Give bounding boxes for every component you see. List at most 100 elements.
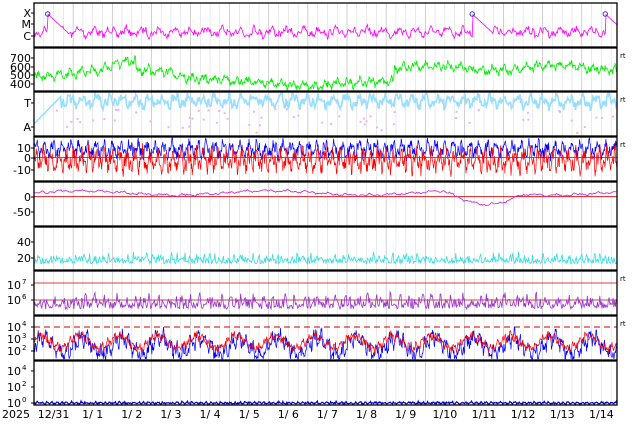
index-line [33, 251, 618, 266]
x-tick-label: 1/ 4 [199, 408, 220, 421]
imf-away-dot [570, 119, 573, 122]
imf-away-dot [576, 131, 579, 134]
frames-layer [33, 2, 618, 406]
imf-away-dot [181, 126, 184, 129]
y-tick-label: T [23, 97, 31, 110]
y-tick-label: 10 [17, 142, 31, 155]
panel-frame [33, 360, 618, 406]
imf-away-dot [117, 108, 120, 111]
y-tick-label: 10 [7, 397, 21, 410]
y-tick-exponent: 2 [22, 344, 26, 352]
x-tick-label: 1/ 5 [239, 408, 260, 421]
imf-away-dot [248, 123, 251, 126]
x-tick-label: 1/ 8 [356, 408, 377, 421]
y-tick-label: 10 [7, 333, 21, 346]
y-tick-label: -50 [13, 206, 31, 219]
imf-away-dot [468, 121, 471, 124]
y-tick-label: 10 [7, 365, 21, 378]
xray-flux-line [33, 13, 618, 41]
electron-high-line [33, 329, 618, 355]
right-marker-label: rt [620, 96, 626, 104]
y-tick-exponent: 0 [22, 396, 26, 404]
imf-away-dot [216, 121, 219, 124]
imf-away-dot [392, 123, 395, 126]
imf-away-dot [226, 117, 229, 120]
imf-away-dot [285, 108, 288, 111]
imf-away-dot [362, 117, 365, 120]
x-tick-label: 1/ 7 [317, 408, 338, 421]
y-tick-label: 0 [24, 152, 31, 165]
imf-away-dot [253, 110, 256, 113]
x-tick-label: 1/ 1 [82, 408, 103, 421]
imf-away-dot [369, 115, 372, 118]
panel-frame [33, 226, 618, 271]
bz-line [33, 143, 618, 177]
imf-away-dot [477, 108, 480, 111]
y-tick-exponent: 6 [22, 293, 27, 301]
imf-away-dot [207, 109, 210, 112]
imf-away-dot [359, 120, 362, 123]
y-tick-label: 10 [7, 321, 21, 334]
panel-frame [33, 91, 618, 137]
labels-layer: rtrtrtrtrtXMC700600500400TA100-100-50402… [2, 7, 626, 421]
imf-away-dot [559, 111, 562, 114]
imf-away-dot [55, 109, 58, 112]
panel-frame [33, 47, 618, 92]
imf-away-dot [330, 122, 333, 125]
imf-away-dot [522, 118, 525, 121]
imf-away-dot [527, 111, 530, 114]
imf-away-dot [258, 124, 261, 127]
imf-away-dot [365, 120, 368, 123]
imf-away-dot [149, 120, 152, 123]
panel-frame [33, 270, 618, 316]
y-tick-label: 10 [7, 279, 21, 292]
y-tick-label: -10 [13, 164, 31, 177]
x-tick-label: 1/12 [511, 408, 536, 421]
imf-away-dot [197, 109, 200, 112]
imf-away-dot [321, 121, 324, 124]
imf-away-dot [583, 126, 586, 129]
y-tick-label: 400 [10, 78, 31, 91]
imf-away-dot [103, 117, 106, 120]
imf-away-dot [167, 126, 170, 129]
imf-away-dot [600, 116, 603, 119]
imf-away-dot [558, 110, 561, 113]
y-tick-label: 10 [7, 381, 21, 394]
y-tick-exponent: 2 [22, 380, 26, 388]
panel-frame [33, 181, 618, 227]
x-tick-label: 1/11 [472, 408, 497, 421]
dst-line [33, 188, 617, 206]
imf-away-dot [188, 116, 191, 119]
y-tick-label: 500 [10, 69, 31, 82]
imf-away-dot [612, 115, 615, 118]
flare-marker [602, 11, 608, 17]
particle-line [33, 399, 618, 406]
x-tick-label: 1/10 [432, 408, 457, 421]
imf-away-dot [260, 116, 263, 119]
y-tick-label: X [23, 7, 31, 20]
imf-away-dot [191, 117, 194, 120]
imf-away-dot [255, 131, 258, 134]
imf-away-dot [380, 129, 383, 132]
x-year-label: 2025 [2, 408, 30, 421]
imf-away-dot [393, 111, 396, 114]
right-marker-label: rt [620, 141, 626, 149]
right-marker-label: rt [620, 320, 626, 328]
traces-layer [33, 11, 618, 406]
y-tick-label: 20 [17, 252, 31, 265]
imf-away-dot [76, 117, 79, 120]
electron-low-line [33, 326, 618, 361]
x-tick-label: 1/ 9 [395, 408, 416, 421]
y-tick-exponent: 4 [22, 320, 27, 328]
x-tick-label: 1/14 [589, 408, 614, 421]
proton-flux-line [33, 290, 618, 311]
imf-away-dot [66, 126, 69, 129]
y-tick-exponent: 4 [22, 364, 27, 372]
panel-frame [33, 315, 618, 361]
y-tick-exponent: 3 [22, 332, 26, 340]
y-tick-label: 10 [7, 345, 21, 358]
x-tick-label: 1/13 [550, 408, 575, 421]
y-tick-exponent: 7 [22, 278, 26, 286]
y-tick-label: A [23, 121, 31, 134]
